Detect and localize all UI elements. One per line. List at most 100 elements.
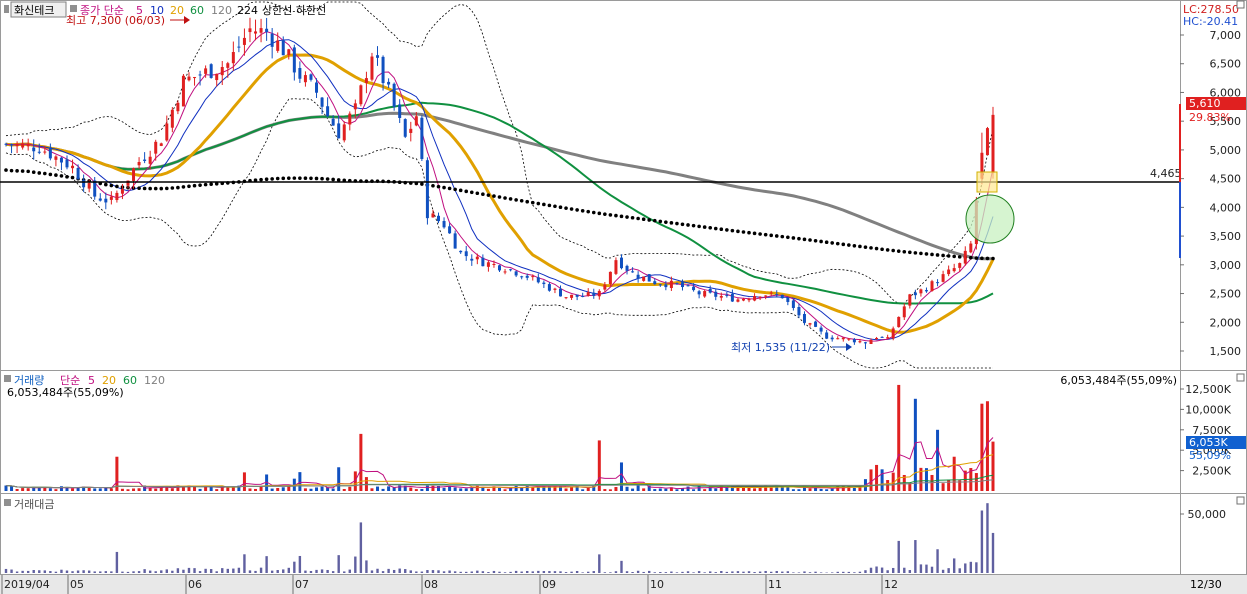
candle-body[interactable] xyxy=(115,192,119,201)
volume-bar[interactable] xyxy=(331,488,335,491)
candle-body[interactable] xyxy=(298,67,302,79)
candle-body[interactable] xyxy=(570,294,574,298)
volume-bar[interactable] xyxy=(181,487,185,491)
candle-body[interactable] xyxy=(958,263,962,268)
volume-bar[interactable] xyxy=(43,487,47,491)
volume-bar[interactable] xyxy=(82,486,86,491)
volume-bar[interactable] xyxy=(248,488,252,491)
candle-body[interactable] xyxy=(941,274,945,282)
candle-body[interactable] xyxy=(170,109,174,128)
candle-body[interactable] xyxy=(370,56,374,80)
candle-body[interactable] xyxy=(176,102,180,112)
volume-bar[interactable] xyxy=(259,485,263,491)
volume-bar[interactable] xyxy=(614,487,618,491)
candle-body[interactable] xyxy=(769,292,773,294)
volume-bar[interactable] xyxy=(653,489,657,491)
candle-body[interactable] xyxy=(248,28,252,33)
volume-bar[interactable] xyxy=(165,486,169,491)
volume-bar[interactable] xyxy=(48,488,52,491)
candle-body[interactable] xyxy=(858,341,862,343)
volume-bar[interactable] xyxy=(470,487,474,491)
candle-body[interactable] xyxy=(952,268,956,272)
candle-body[interactable] xyxy=(326,106,330,117)
volume-bar[interactable] xyxy=(265,474,269,491)
volume-bar[interactable] xyxy=(947,479,951,491)
marker-square[interactable] xyxy=(976,171,998,193)
candle-body[interactable] xyxy=(980,152,984,179)
volume-bar[interactable] xyxy=(664,488,668,491)
candle-body[interactable] xyxy=(425,160,429,219)
volume-bar[interactable] xyxy=(575,485,579,491)
volume-bar[interactable] xyxy=(464,488,468,491)
candle-body[interactable] xyxy=(331,118,335,126)
candle-body[interactable] xyxy=(669,280,673,288)
amount-panel[interactable] xyxy=(0,494,1247,574)
volume-bar[interactable] xyxy=(26,488,30,491)
volume-bar[interactable] xyxy=(980,403,984,491)
candle-body[interactable] xyxy=(159,143,163,146)
volume-bar[interactable] xyxy=(59,486,63,491)
candle-body[interactable] xyxy=(26,143,30,147)
volume-bar[interactable] xyxy=(769,487,773,491)
volume-bar[interactable] xyxy=(187,485,191,491)
volume-bar[interactable] xyxy=(326,487,330,491)
volume-bar[interactable] xyxy=(886,480,890,491)
volume-bar[interactable] xyxy=(841,486,845,491)
volume-bar[interactable] xyxy=(37,487,41,491)
candle-body[interactable] xyxy=(254,31,258,34)
volume-bar[interactable] xyxy=(359,433,363,491)
candle-body[interactable] xyxy=(525,275,529,278)
candle-body[interactable] xyxy=(708,288,712,293)
candle-body[interactable] xyxy=(969,243,973,253)
candle-body[interactable] xyxy=(398,104,402,118)
candle-body[interactable] xyxy=(686,285,690,287)
volume-bar[interactable] xyxy=(697,485,701,491)
volume-bar[interactable] xyxy=(825,489,829,491)
volume-bar[interactable] xyxy=(486,488,490,491)
volume-bar[interactable] xyxy=(764,485,768,491)
volume-bar[interactable] xyxy=(209,486,213,491)
candle-body[interactable] xyxy=(947,269,951,275)
volume-bar[interactable] xyxy=(791,489,795,491)
volume-bar[interactable] xyxy=(802,485,806,491)
volume-bar[interactable] xyxy=(342,489,346,491)
volume-bar[interactable] xyxy=(370,488,374,491)
volume-bar[interactable] xyxy=(381,488,385,491)
volume-bar[interactable] xyxy=(54,489,58,491)
candle-body[interactable] xyxy=(703,291,707,297)
volume-bar[interactable] xyxy=(869,469,873,491)
candle-body[interactable] xyxy=(481,257,485,267)
volume-bar[interactable] xyxy=(498,487,501,491)
volume-bar[interactable] xyxy=(254,488,258,491)
ma5-line[interactable] xyxy=(5,31,994,342)
volume-bar[interactable] xyxy=(880,469,884,491)
candle-body[interactable] xyxy=(492,263,496,265)
volume-bar[interactable] xyxy=(453,487,457,491)
candle-body[interactable] xyxy=(547,284,551,291)
candle-body[interactable] xyxy=(869,340,873,345)
candle-body[interactable] xyxy=(880,336,884,338)
volume-bar[interactable] xyxy=(608,489,612,491)
volume-bar[interactable] xyxy=(392,487,396,491)
candle-body[interactable] xyxy=(348,113,352,125)
volume-bar[interactable] xyxy=(730,486,734,491)
candle-body[interactable] xyxy=(913,292,917,296)
candle-body[interactable] xyxy=(21,143,25,148)
candle-body[interactable] xyxy=(198,74,202,76)
candle-body[interactable] xyxy=(697,291,701,295)
volume-bar[interactable] xyxy=(442,487,446,491)
candle-body[interactable] xyxy=(908,294,912,306)
volume-bar[interactable] xyxy=(619,462,623,491)
volume-bar[interactable] xyxy=(542,485,546,491)
volume-bar[interactable] xyxy=(231,486,235,491)
candle-body[interactable] xyxy=(148,156,152,164)
volume-bar[interactable] xyxy=(703,489,707,491)
candle-body[interactable] xyxy=(875,338,879,340)
candle-body[interactable] xyxy=(825,332,829,339)
candle-body[interactable] xyxy=(891,328,895,339)
candle-body[interactable] xyxy=(814,321,818,327)
candle-body[interactable] xyxy=(592,292,596,296)
candle-body[interactable] xyxy=(315,82,319,93)
volume-bar[interactable] xyxy=(747,485,751,491)
candle-body[interactable] xyxy=(985,128,989,156)
